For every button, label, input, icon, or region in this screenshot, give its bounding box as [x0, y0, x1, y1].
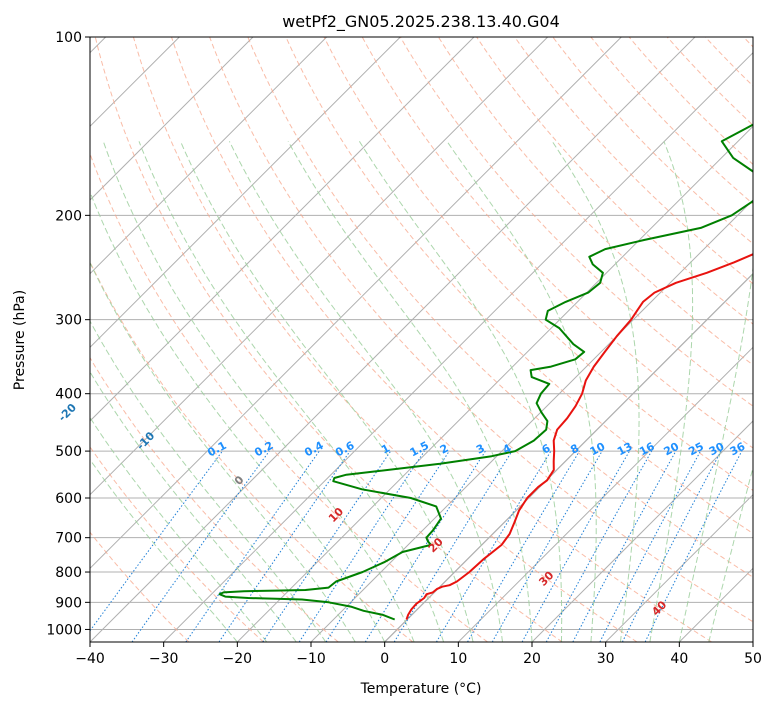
dry-adiabat-line	[90, 260, 414, 642]
moist-adiabat-line	[358, 141, 563, 642]
isotherm-line	[531, 420, 753, 642]
y-tick-label: 500	[55, 444, 82, 460]
mixing-ratio-line	[521, 450, 630, 642]
mixing-ratio-line	[599, 450, 701, 642]
mixing-ratio-label: 36	[728, 440, 748, 459]
zero-isotherm	[384, 272, 753, 642]
dry-adiabat-line	[514, 37, 753, 285]
mixing-ratio-label: 20	[662, 440, 682, 459]
mixing-ratio-line	[131, 450, 270, 642]
isotherm-line	[90, 37, 401, 349]
isotherm-line	[90, 37, 549, 496]
y-tick-label: 600	[55, 491, 82, 507]
mixing-ratio-line	[325, 450, 450, 642]
mixing-ratio-line	[185, 450, 320, 642]
x-axis-label: Temperature (°C)	[360, 681, 482, 697]
moist-adiabat-line	[90, 320, 327, 642]
mixing-ratio-line	[435, 450, 552, 642]
mixing-ratio-label: 10	[588, 440, 608, 459]
mixing-ratio-line	[90, 450, 223, 632]
dry-adiabat-line	[323, 37, 753, 491]
mixing-ratio-line	[393, 450, 513, 642]
moist-adiabat-line	[446, 141, 597, 642]
mixing-ratio-line	[218, 450, 351, 642]
moist-adiabat-line	[708, 465, 753, 642]
mixing-ratio-label: 30	[707, 440, 727, 459]
x-tick-label: 30	[597, 651, 615, 667]
y-tick-label: 700	[55, 531, 82, 547]
dry-adiabat-line	[90, 356, 339, 642]
dry-adiabat-line	[285, 37, 753, 535]
mixing-ratio-line	[364, 450, 486, 642]
isotherm-line	[90, 37, 696, 642]
isotherm-line	[605, 493, 753, 642]
y-tick-label: 900	[55, 595, 82, 611]
dry-adiabat-line	[94, 37, 563, 642]
dry-adiabat-line	[90, 446, 264, 642]
mixing-ratio-line	[644, 450, 743, 642]
x-tick-label: 0	[380, 651, 389, 667]
y-tick-label: 100	[55, 30, 82, 46]
dry-adiabat-line	[361, 37, 753, 449]
y-axis-label: Pressure (hPa)	[12, 290, 28, 390]
x-tick-label: 50	[744, 651, 762, 667]
temperature-profile-line	[405, 253, 753, 620]
x-tick-label: 10	[449, 651, 467, 667]
x-tick-label: −10	[296, 651, 326, 667]
isotherm-line	[90, 37, 254, 201]
moist-adiabat-line	[90, 370, 297, 642]
moist-adiabat-line	[551, 141, 640, 642]
moist-adiabat-line	[138, 141, 445, 642]
chart-title: wetPf2_GN05.2025.238.13.40.G04	[282, 12, 560, 32]
x-tick-label: −40	[75, 651, 105, 667]
isotherm-line	[163, 51, 753, 642]
x-tick-label: 40	[670, 651, 688, 667]
mixing-ratio-line	[572, 450, 677, 642]
moist-adiabat-line	[287, 141, 533, 642]
y-tick-label: 300	[55, 313, 82, 329]
isotherm-line	[457, 346, 753, 642]
y-tick-label: 1000	[46, 622, 82, 638]
y-tick-label: 200	[55, 208, 82, 224]
dewpoint-profile-line	[218, 123, 753, 621]
mixing-ratio-label: 25	[686, 440, 706, 459]
mixing-ratio-line	[545, 450, 653, 642]
moist-adiabat-line	[678, 264, 753, 642]
dry-adiabat-line	[209, 37, 753, 623]
y-tick-label: 400	[55, 387, 82, 403]
isotherm-line	[90, 37, 622, 570]
mixing-ratio-label: 16	[637, 440, 657, 459]
dry-adiabat-line	[90, 152, 488, 642]
x-tick-label: −20	[223, 651, 253, 667]
isotherm-line	[90, 37, 328, 275]
plot-frame	[89, 36, 754, 643]
dry-adiabat-line	[247, 37, 753, 578]
dry-adiabat-line	[132, 37, 638, 642]
moist-adiabat-line	[649, 141, 694, 642]
moist-adiabat-line	[102, 141, 415, 642]
dry-adiabat-line	[437, 37, 753, 366]
y-tick-label: 800	[55, 565, 82, 581]
moist-adiabat-line	[228, 141, 503, 642]
mixing-ratio-line	[621, 450, 722, 642]
dry-adiabat-line	[90, 531, 190, 642]
x-axis: −40 −30 −20 −10 0 10 20 30 40 50	[75, 642, 762, 667]
isotherm-line	[236, 125, 753, 642]
mixing-ratio-line	[262, 450, 392, 642]
y-axis: 100 200 300 400 500 600 700 800 900 1000	[46, 30, 90, 638]
isotherm-line	[90, 37, 475, 422]
dry-adiabat-line	[171, 37, 712, 642]
moist-adiabat-line	[180, 141, 474, 642]
mixing-ratio-label: 13	[615, 440, 635, 459]
x-tick-label: 20	[523, 651, 541, 667]
x-tick-label: −30	[149, 651, 179, 667]
series-layer	[218, 123, 753, 621]
